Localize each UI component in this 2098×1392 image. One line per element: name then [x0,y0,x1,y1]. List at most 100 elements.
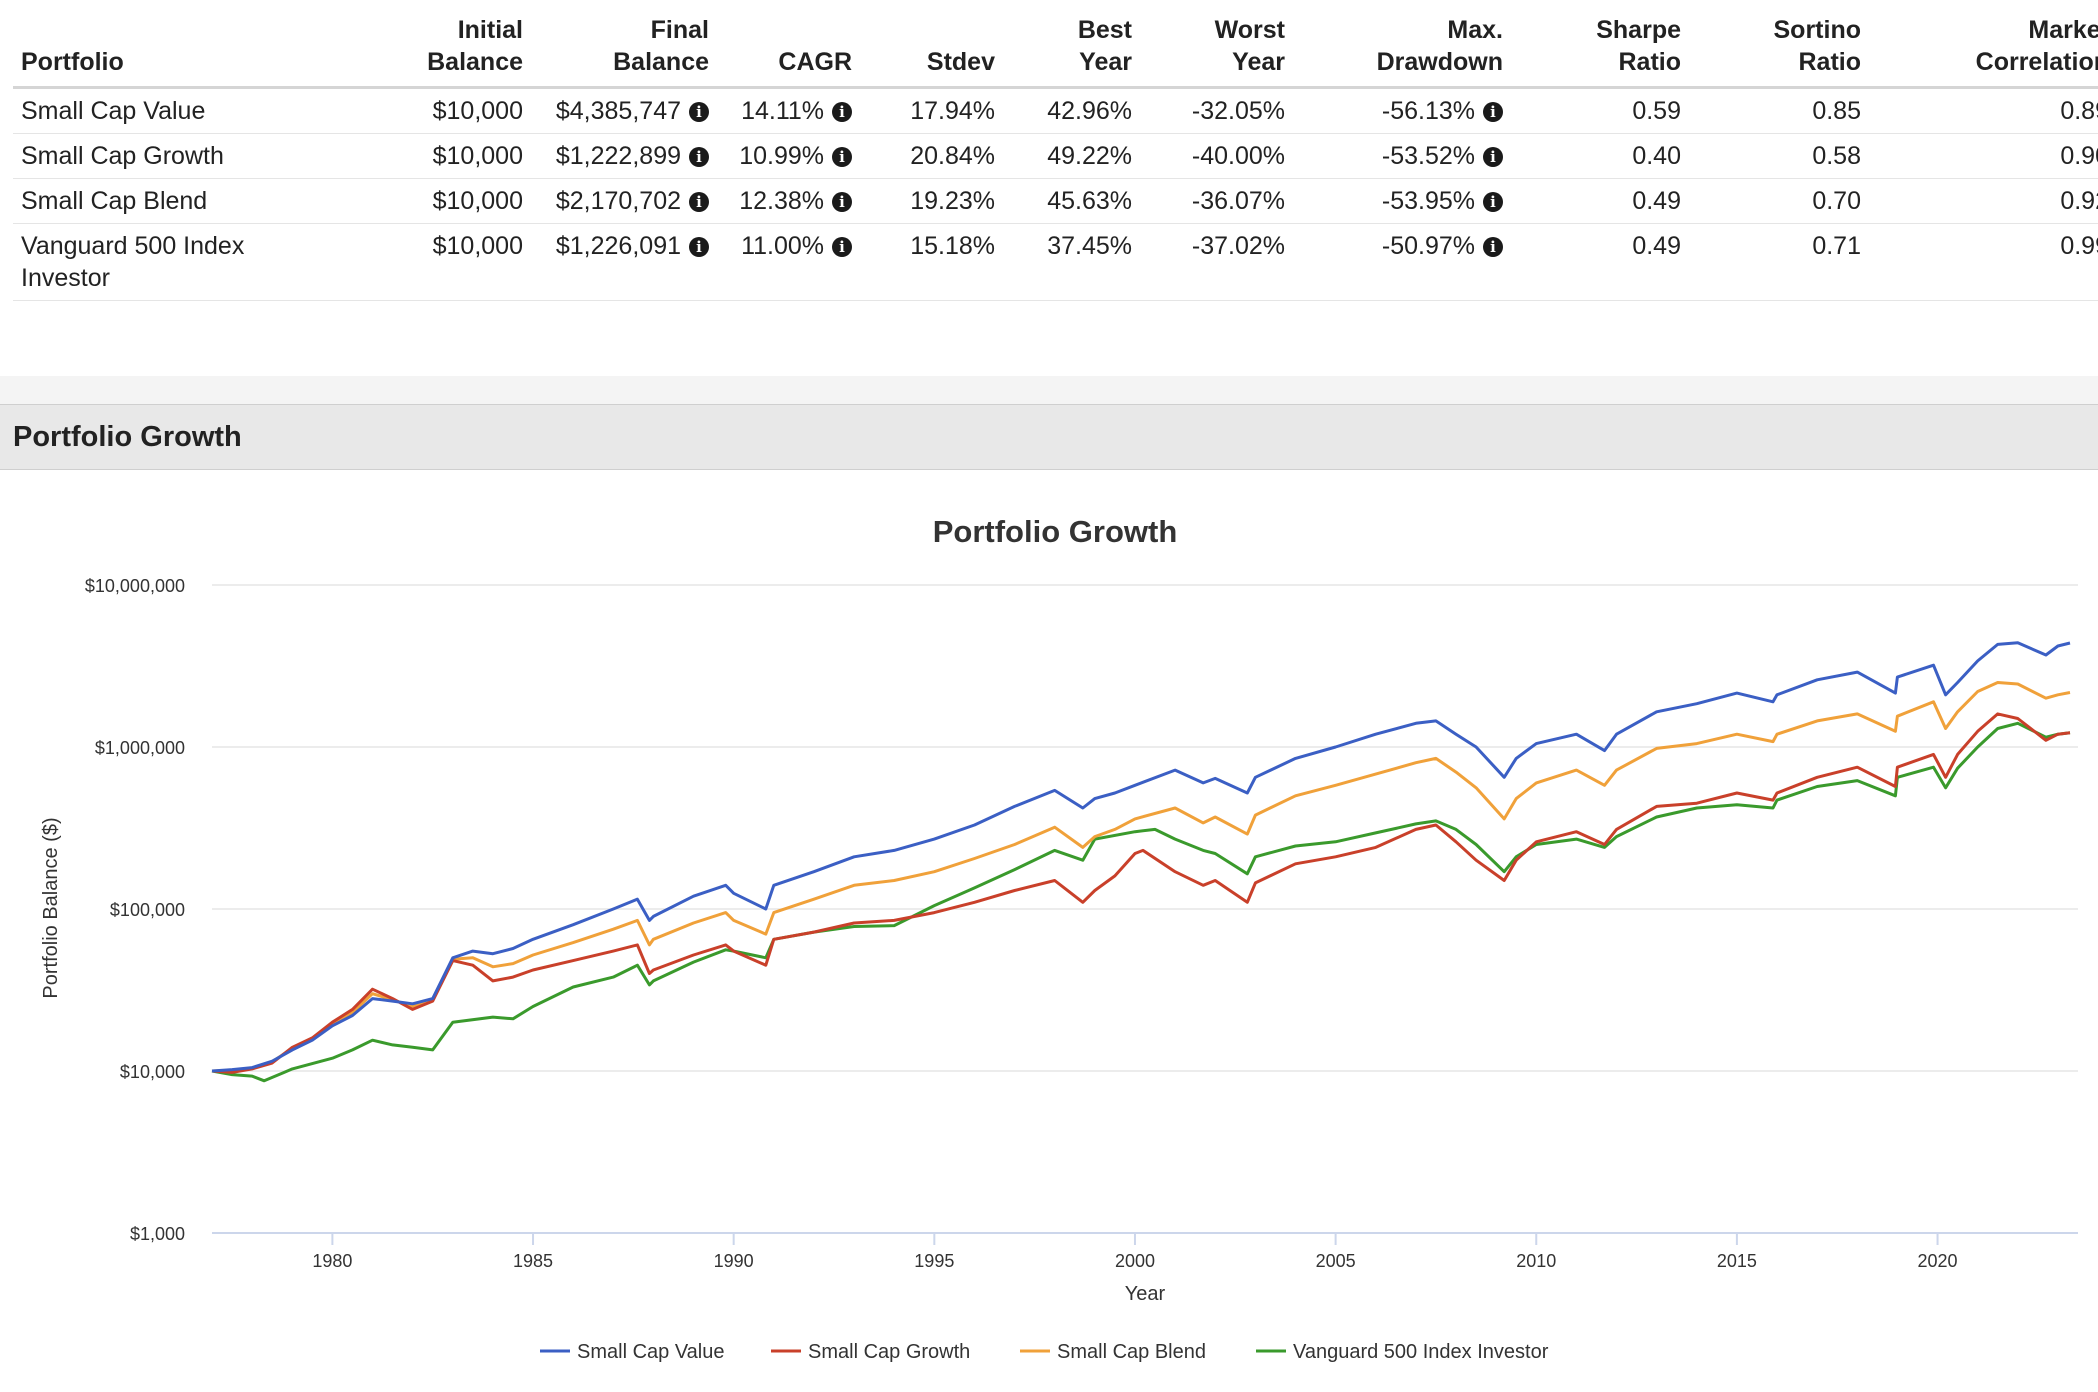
legend-label: Small Cap Growth [808,1341,970,1363]
col-worst-year[interactable]: Worst Year [1140,0,1293,89]
sortino-ratio: 0.85 [1689,87,1869,134]
col-max-drawdown[interactable]: Max. Drawdown [1293,0,1511,89]
info-icon[interactable]: i [1483,237,1503,257]
initial-balance: $10,000 [303,133,531,179]
sortino-ratio: 0.58 [1689,133,1869,179]
initial-balance: $10,000 [303,87,531,134]
x-tick-label: 2010 [1516,1251,1556,1271]
legend-item[interactable]: Small Cap Value [540,1341,724,1363]
table-header-row: Portfolio Initial Balance Final Balance CA… [13,0,2098,89]
chart-legend: Small Cap Value Small Cap Growth Small Cap… [540,1341,1549,1363]
legend-item[interactable]: Small Cap Blend [1020,1341,1206,1363]
initial-balance: $10,000 [303,178,531,224]
max-drawdown-cell: -53.52% i [1293,133,1511,179]
stdev: 17.94% [860,87,1003,134]
y-tick-label: $10,000,000 [85,576,185,596]
sortino-ratio: 0.71 [1689,223,1869,301]
info-icon[interactable]: i [1483,147,1503,167]
table-row: Small Cap Blend $10,000 $2,170,702 i 12.3… [13,178,2098,224]
x-axis-label: Year [1125,1283,1166,1305]
final-balance-cell: $1,222,899 i [531,133,717,179]
x-tick-label: 1990 [714,1251,754,1271]
info-icon[interactable]: i [832,237,852,257]
info-icon[interactable]: i [832,147,852,167]
info-icon[interactable]: i [689,237,709,257]
chart-background [0,471,2098,1392]
worst-year: -37.02% [1140,223,1293,301]
info-icon[interactable]: i [689,102,709,122]
section-header: Portfolio Growth [0,404,2098,470]
y-axis-label: Portfolio Balance ($) [40,817,62,998]
legend-item[interactable]: Small Cap Growth [771,1341,970,1363]
final-balance-cell: $4,385,747 i [531,87,717,134]
col-sortino-ratio[interactable]: Sortino Ratio [1689,0,1869,89]
col-market-correlation[interactable]: MarketCorrelation [1869,0,2098,89]
table-row: Vanguard 500 Index Investor $10,000 $1,2… [13,223,2098,301]
legend-label: Small Cap Value [577,1341,724,1363]
x-tick-label: 2005 [1316,1251,1356,1271]
max-drawdown-cell: -53.95% i [1293,178,1511,224]
sharpe-ratio: 0.59 [1511,87,1689,134]
y-tick-label: $10,000 [120,1062,185,1082]
x-tick-label: 1980 [312,1251,352,1271]
y-tick-label: $100,000 [110,900,185,920]
series-line [211,641,2071,1073]
legend-item[interactable]: Vanguard 500 Index Investor [1256,1341,1549,1363]
stats-table-container: Portfolio Initial Balance Final Balance CA… [13,0,2098,301]
info-icon[interactable]: i [689,147,709,167]
market-correlation: 0.92 [1869,178,2098,224]
final-balance-cell: $2,170,702 i [531,178,717,224]
sortino-ratio: 0.70 [1689,178,1869,224]
chart-gridlines [212,584,2078,1072]
col-cagr[interactable]: CAGR [717,0,860,89]
stats-table: Portfolio Initial Balance Final Balance CA… [13,0,2098,301]
sharpe-ratio: 0.40 [1511,133,1689,179]
sharpe-ratio: 0.49 [1511,223,1689,301]
best-year: 42.96% [1003,87,1140,134]
final-balance-cell: $1,226,091 i [531,223,717,301]
chart-title: Portfolio Growth [933,514,1178,549]
cagr-cell: 11.00% i [717,223,860,301]
legend-label: Small Cap Blend [1057,1341,1206,1363]
max-drawdown-cell: -56.13% i [1293,87,1511,134]
x-axis: 1980 1985 1990 1995 2000 2005 2010 2015 2020 [312,1233,1958,1271]
market-correlation: 0.90 [1869,133,2098,179]
best-year: 45.63% [1003,178,1140,224]
info-icon[interactable]: i [1483,192,1503,212]
col-portfolio[interactable]: Portfolio [13,0,303,89]
x-tick-label: 2015 [1717,1251,1757,1271]
col-best-year[interactable]: Best Year [1003,0,1140,89]
cagr-cell: 10.99% i [717,133,860,179]
info-icon[interactable]: i [689,192,709,212]
stdev: 15.18% [860,223,1003,301]
series-line [211,681,2071,1073]
section-spacer [0,376,2098,404]
worst-year: -32.05% [1140,87,1293,134]
chart-series-lines [211,641,2071,1083]
section-title: Portfolio Growth [13,421,242,453]
x-tick-label: 1985 [513,1251,553,1271]
table-row: Small Cap Growth $10,000 $1,222,899 i 10.… [13,133,2098,179]
info-icon[interactable]: i [832,102,852,122]
stdev: 19.23% [860,178,1003,224]
x-tick-label: 2020 [1918,1251,1958,1271]
y-axis: $1,000 $10,000 $100,000 $1,000,000 $10,000,0… [85,576,185,1244]
max-drawdown-cell: -50.97% i [1293,223,1511,301]
worst-year: -36.07% [1140,178,1293,224]
table-row: Small Cap Value $10,000 $4,385,747 i 14.1… [13,87,2098,134]
y-tick-label: $1,000 [130,1224,185,1244]
best-year: 37.45% [1003,223,1140,301]
initial-balance: $10,000 [303,223,531,301]
col-initial-balance[interactable]: Initial Balance [303,0,531,89]
portfolio-name: Small Cap Blend [13,178,303,224]
col-final-balance[interactable]: Final Balance [531,0,717,89]
info-icon[interactable]: i [832,192,852,212]
x-tick-label: 1995 [914,1251,954,1271]
legend-label: Vanguard 500 Index Investor [1293,1341,1549,1363]
col-sharpe-ratio[interactable]: Sharpe Ratio [1511,0,1689,89]
sharpe-ratio: 0.49 [1511,178,1689,224]
best-year: 49.22% [1003,133,1140,179]
col-stdev[interactable]: Stdev [860,0,1003,89]
info-icon[interactable]: i [1483,102,1503,122]
stdev: 20.84% [860,133,1003,179]
